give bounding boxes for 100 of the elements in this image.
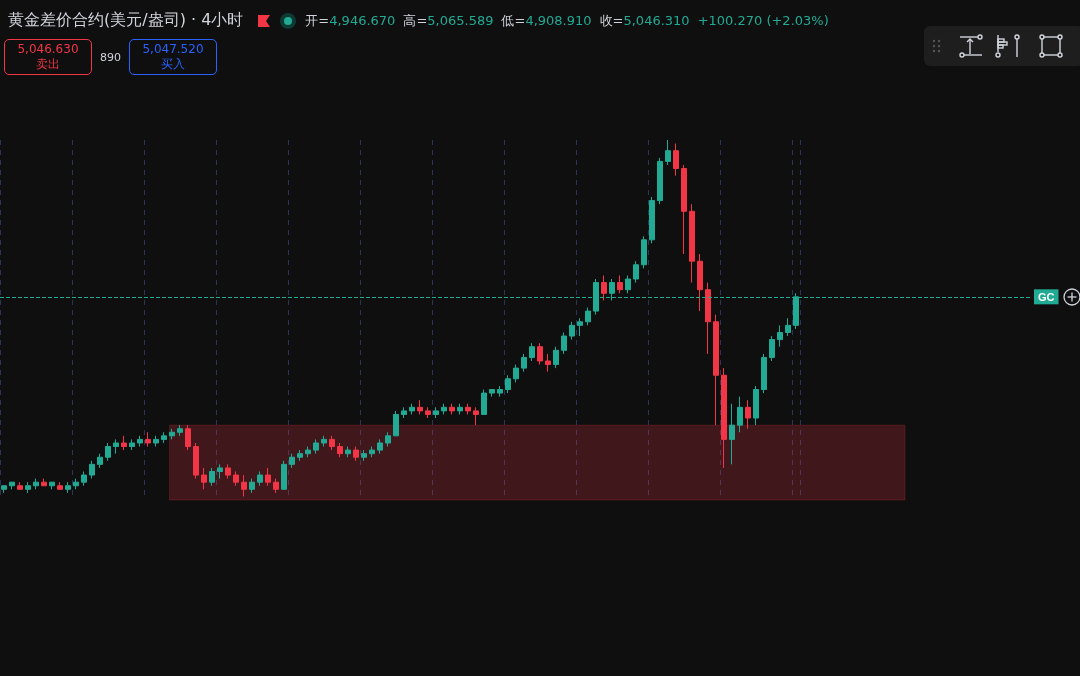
candlestick [545, 353, 551, 373]
candlestick [249, 478, 255, 494]
candlestick [561, 331, 567, 355]
candlestick [721, 367, 727, 469]
candlestick [761, 353, 767, 394]
candlestick [121, 435, 127, 451]
candlestick [313, 438, 319, 455]
chart-title: 黄金差价合约(美元/盎司) · 4小时 [8, 10, 244, 31]
candlestick [449, 403, 455, 415]
candlestick [281, 460, 287, 490]
candlestick [33, 478, 39, 490]
text: 低=4,908.910 [501, 11, 592, 30]
text: 5,047.520 [142, 42, 204, 57]
candlestick [745, 399, 751, 430]
candlestick [441, 403, 447, 415]
candlestick [481, 389, 487, 415]
candlestick [377, 438, 383, 455]
candlestick [321, 435, 327, 448]
candlestick [617, 274, 623, 294]
candlestick [633, 260, 639, 284]
candlestick [241, 474, 247, 497]
candlestick [225, 463, 231, 480]
candlestick [697, 253, 703, 312]
candlestick [473, 406, 479, 426]
candlestick [177, 424, 183, 437]
candlestick [737, 396, 743, 433]
text: +100.270 (+2.03%) [697, 13, 829, 28]
text: 买入 [161, 57, 185, 72]
candlestick [201, 467, 207, 490]
candlestick [49, 481, 55, 490]
candlestick [601, 274, 607, 301]
ref-line-label: GC [1038, 290, 1055, 303]
candlestick [353, 446, 359, 462]
candlestick [273, 478, 279, 494]
candlestick [9, 481, 15, 490]
candlestick [401, 406, 407, 419]
candlestick [297, 449, 303, 462]
candlestick [409, 403, 415, 415]
candlestick [113, 438, 119, 455]
candlestick [257, 470, 263, 487]
candlestick [457, 403, 463, 415]
candlestick [25, 481, 31, 494]
candlestick [105, 442, 111, 462]
candlestick [233, 470, 239, 487]
candlestick [417, 399, 423, 415]
candlestick [729, 403, 735, 465]
candlestick [433, 406, 439, 419]
candlestick [65, 481, 71, 494]
candlestick [265, 467, 271, 487]
candlestick [785, 317, 791, 337]
candlestick [425, 406, 431, 419]
candlestick [329, 435, 335, 451]
candlestick [665, 139, 671, 166]
candlestick [705, 282, 711, 355]
text: 890 [100, 50, 121, 64]
candlestick [553, 346, 559, 369]
candlestick [89, 460, 95, 480]
candlestick [73, 478, 79, 490]
candlestick [769, 335, 775, 362]
candlestick [673, 143, 679, 177]
candlestick [1, 485, 7, 494]
candlestick [641, 235, 647, 269]
candlestick [161, 431, 167, 444]
candlestick [537, 342, 543, 366]
candlestick [41, 478, 47, 487]
text: 卖出 [36, 57, 60, 72]
candlestick [137, 435, 143, 448]
candlestick [577, 317, 583, 337]
candlestick [369, 446, 375, 458]
candlestick [193, 442, 199, 480]
candlestick [529, 342, 535, 362]
candlestick [209, 467, 215, 487]
candlestick [305, 446, 311, 458]
candlestick [289, 453, 295, 469]
candlestick [153, 435, 159, 448]
candlestick [185, 424, 191, 451]
candlestick [625, 274, 631, 294]
candlestick [777, 324, 783, 348]
text: 5,046.630 [17, 42, 79, 57]
candlestick [713, 314, 719, 426]
candlestick [17, 481, 23, 490]
candlestick [393, 410, 399, 437]
text: 高=5,065.589 [403, 11, 494, 30]
candlestick [169, 428, 175, 440]
candlestick [97, 453, 103, 469]
candlestick [145, 431, 151, 448]
candlestick [513, 364, 519, 383]
candlestick [217, 463, 223, 480]
candlestick [489, 389, 495, 398]
candlestick [385, 431, 391, 448]
candlestick [521, 353, 527, 373]
candlestick [81, 470, 87, 487]
candlestick [657, 157, 663, 205]
candlestick [681, 164, 687, 255]
candlestick [689, 203, 695, 284]
candlestick [569, 321, 575, 341]
candlestick [465, 403, 471, 415]
candlestick [505, 374, 511, 394]
text: 收=5,046.310 [599, 11, 690, 30]
candlestick [361, 449, 367, 462]
